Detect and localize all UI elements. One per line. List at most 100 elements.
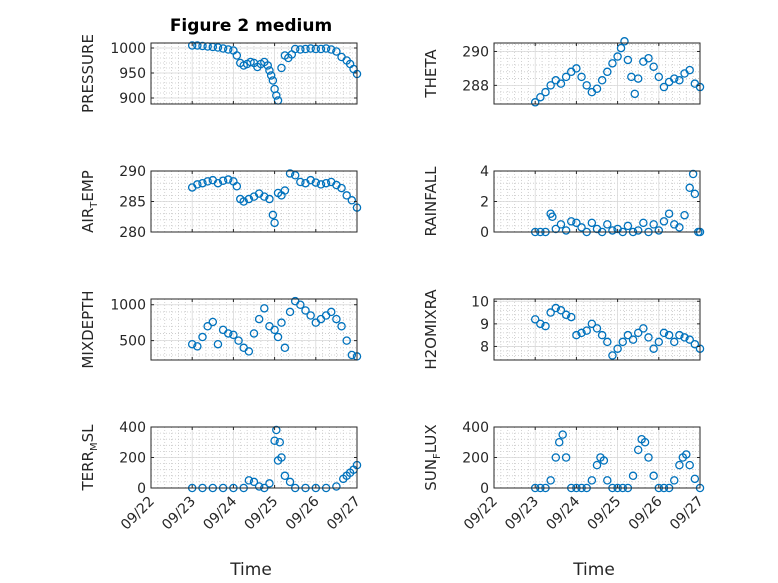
data-point	[582, 326, 591, 335]
data-point	[187, 339, 197, 349]
data-point	[654, 337, 664, 347]
y-tick-label: 290	[119, 164, 146, 180]
data-point	[567, 217, 576, 226]
data-point	[675, 76, 684, 85]
data-point	[187, 41, 197, 50]
data-point	[232, 51, 242, 60]
axes-box	[493, 42, 701, 105]
data-point	[633, 74, 643, 83]
data-point	[640, 437, 650, 447]
data-point	[628, 335, 638, 344]
data-point	[306, 44, 315, 53]
data-point	[572, 330, 581, 340]
data-point	[572, 218, 581, 228]
data-point	[582, 81, 591, 90]
data-point	[213, 339, 223, 349]
data-point	[670, 74, 679, 83]
data-point	[285, 169, 295, 178]
subplot-7: 0 200 400 TERRMSL 09/22 09/23 09/24 09/25 09/26 0…	[79, 420, 364, 533]
data-point	[296, 45, 305, 54]
data-point	[688, 169, 698, 179]
data-point	[639, 218, 648, 228]
x-tick-label: 09/27	[667, 494, 707, 534]
y-tick-label: 4	[480, 164, 489, 180]
data-point	[608, 351, 617, 360]
data-point	[561, 226, 571, 235]
data-point	[548, 212, 557, 221]
data-point	[285, 477, 295, 487]
y-tick-label: 1000	[110, 41, 146, 57]
data-point	[321, 178, 331, 188]
x-tick-label: 09/26	[626, 493, 666, 533]
data-point	[613, 344, 622, 353]
data-point	[218, 44, 228, 53]
data-point	[337, 183, 346, 193]
data-point	[326, 307, 336, 317]
x-tick-label: 09/24	[543, 493, 583, 533]
data-point	[273, 332, 283, 342]
data-point	[296, 300, 305, 309]
data-series	[187, 41, 362, 105]
x-tick-label: 09/23	[502, 494, 542, 534]
data-point	[556, 306, 566, 315]
data-point	[603, 476, 612, 485]
data-point	[664, 209, 674, 218]
data-point	[546, 81, 555, 90]
data-point	[270, 325, 279, 335]
data-point	[685, 65, 694, 75]
data-point	[659, 217, 669, 226]
data-point	[618, 337, 628, 347]
data-point	[567, 312, 576, 322]
data-point	[644, 54, 653, 63]
data-point	[690, 339, 700, 349]
data-point	[556, 79, 566, 88]
data-point	[193, 41, 202, 50]
data-point	[347, 350, 357, 360]
subplot-6: 8 9 10 H2OMIXRA	[422, 289, 705, 370]
data-point	[682, 450, 691, 459]
data-point	[193, 180, 202, 189]
data-point	[551, 303, 561, 313]
data-point	[561, 72, 571, 82]
data-point	[530, 315, 540, 324]
data-point	[603, 337, 612, 347]
data-point	[633, 328, 643, 338]
y-tick-label: 280	[119, 225, 146, 241]
data-point	[592, 460, 602, 470]
data-point	[644, 453, 653, 462]
data-point	[541, 321, 550, 331]
y-axis-label: AIRTEMP	[79, 170, 100, 233]
data-point	[649, 220, 658, 229]
y-tick-label: 10	[471, 294, 489, 310]
data-point	[244, 476, 254, 485]
y-tick-label: 0	[480, 225, 489, 241]
data-point	[551, 453, 561, 462]
data-point	[690, 189, 700, 199]
data-point	[280, 186, 290, 195]
data-point	[265, 194, 274, 204]
data-point	[234, 336, 243, 345]
data-point	[280, 343, 290, 353]
data-point	[675, 330, 684, 340]
data-point	[620, 37, 629, 46]
x-axis-label-right: Time	[572, 560, 615, 580]
data-point	[561, 310, 571, 320]
data-point	[342, 191, 351, 200]
data-point	[280, 471, 290, 481]
data-point	[659, 82, 669, 92]
data-point	[272, 91, 281, 100]
data-point	[558, 430, 567, 439]
data-point	[260, 304, 269, 313]
data-point	[577, 328, 586, 338]
data-point	[311, 178, 321, 187]
y-axis-label: SUNFLUX	[422, 424, 443, 490]
data-point	[249, 477, 259, 487]
y-tick-label: 2	[480, 195, 489, 211]
data-point	[690, 474, 700, 484]
y-axis-label: H2OMIXRA	[422, 289, 440, 370]
data-point	[332, 47, 341, 56]
data-point	[554, 437, 564, 447]
data-point	[337, 322, 346, 331]
data-point	[685, 335, 694, 344]
